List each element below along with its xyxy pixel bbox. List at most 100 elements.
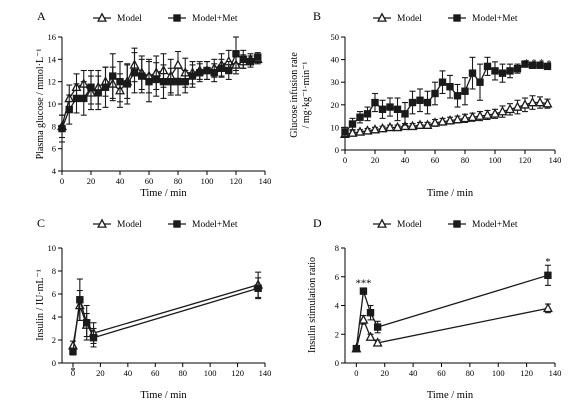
series-line [72,284,259,346]
data-point [217,64,226,72]
y-tick-label: 12 [48,77,57,87]
y-tick-label: 4 [335,301,340,311]
x-tick-label: 140 [259,176,272,186]
x-tick-label: 0 [354,368,358,378]
data-point [355,126,365,136]
data-point [82,319,91,327]
y-tick-label: 0 [335,145,339,155]
data-point [430,117,440,127]
legend-marker [377,12,387,22]
data-point [188,72,197,80]
x-tick-label: 80 [174,176,183,186]
panel-letter: B [313,9,321,23]
data-point [437,116,448,126]
y-tick-label: 40 [331,55,340,65]
y-axis-title: Insulin / IU·mL⁻¹ [35,269,46,341]
data-point [377,122,388,133]
data-point [203,66,211,75]
legend-label: Model+Met [192,14,238,24]
y-tick-label: 14 [48,54,57,64]
x-axis-title: Time / min [427,390,474,401]
y-tick-label: 6 [335,272,339,282]
x-tick-label: 140 [549,368,562,378]
series-line [355,274,549,349]
data-point [347,127,358,137]
data-point [513,64,522,73]
data-point [505,103,515,114]
data-point [446,83,454,91]
data-point [246,57,255,66]
data-point [94,89,102,97]
legend-marker [97,12,107,22]
data-point [512,101,523,111]
data-point [520,99,530,109]
x-tick-label: 120 [519,155,532,165]
significance-marker: * [545,257,550,268]
data-point [145,77,153,86]
significance-marker: * [531,58,536,69]
data-point [130,69,139,77]
data-point [372,337,383,347]
data-point [542,302,553,313]
data-point [89,333,98,342]
x-tick-label: 0 [60,176,64,186]
data-point [76,296,84,304]
legend-label: Model [117,14,142,24]
x-tick-label: 80 [466,368,475,378]
chart-panel-a: A 4 6 8 10 12 14 16 0 20 40 60 80 100 120 140 Time / min… [35,9,271,199]
y-axis-title-line: / mg·kg⁻¹·min⁻¹ [301,62,312,129]
x-tick-label: 100 [201,176,214,186]
y-axis-title: Insulin stimulation ratio [307,257,318,353]
x-tick-label: 0 [71,368,75,378]
y-tick-label: 2 [335,329,339,339]
x-tick-label: 60 [431,155,440,165]
x-tick-label: 80 [461,155,470,165]
data-point [181,77,189,86]
data-point [422,119,433,129]
data-point [467,111,478,122]
x-tick-label: 20 [87,176,96,186]
data-point [101,83,110,91]
y-tick-label: 16 [48,32,57,42]
data-point [365,331,376,341]
data-point [58,124,66,133]
legend-marker [377,218,387,228]
legend-marker [97,218,107,228]
data-point [542,98,553,108]
x-tick-label: 120 [520,368,533,378]
x-tick-label: 40 [401,155,410,165]
data-point [352,344,361,353]
legend-label: Model [117,220,142,230]
significance-marker: * [546,59,551,70]
series-line [344,101,548,135]
series-model-met [341,56,552,137]
data-point [482,109,493,119]
x-tick-label: 60 [145,176,154,186]
data-point [490,108,500,118]
data-point [423,98,432,107]
data-point [358,314,369,324]
y-tick-label: 8 [335,243,339,253]
data-point [370,124,380,134]
significance-marker: * [70,366,75,377]
data-point [210,69,218,77]
data-point [521,60,529,68]
data-point [498,69,507,77]
panel-letter: A [37,9,46,23]
y-tick-label: 6 [52,289,56,299]
series-model-met [352,264,552,353]
series-line [72,287,259,352]
y-tick-label: 20 [331,100,340,110]
data-point [254,284,262,292]
data-point [80,94,88,103]
data-point [527,96,538,107]
data-point [159,77,168,86]
data-point [416,96,424,104]
significance-marker: * [524,58,529,69]
data-point [72,94,81,103]
x-axis-title: Time / min [140,390,187,401]
y-tick-label: 6 [52,144,56,154]
x-tick-label: 100 [492,368,505,378]
data-point [356,113,364,121]
